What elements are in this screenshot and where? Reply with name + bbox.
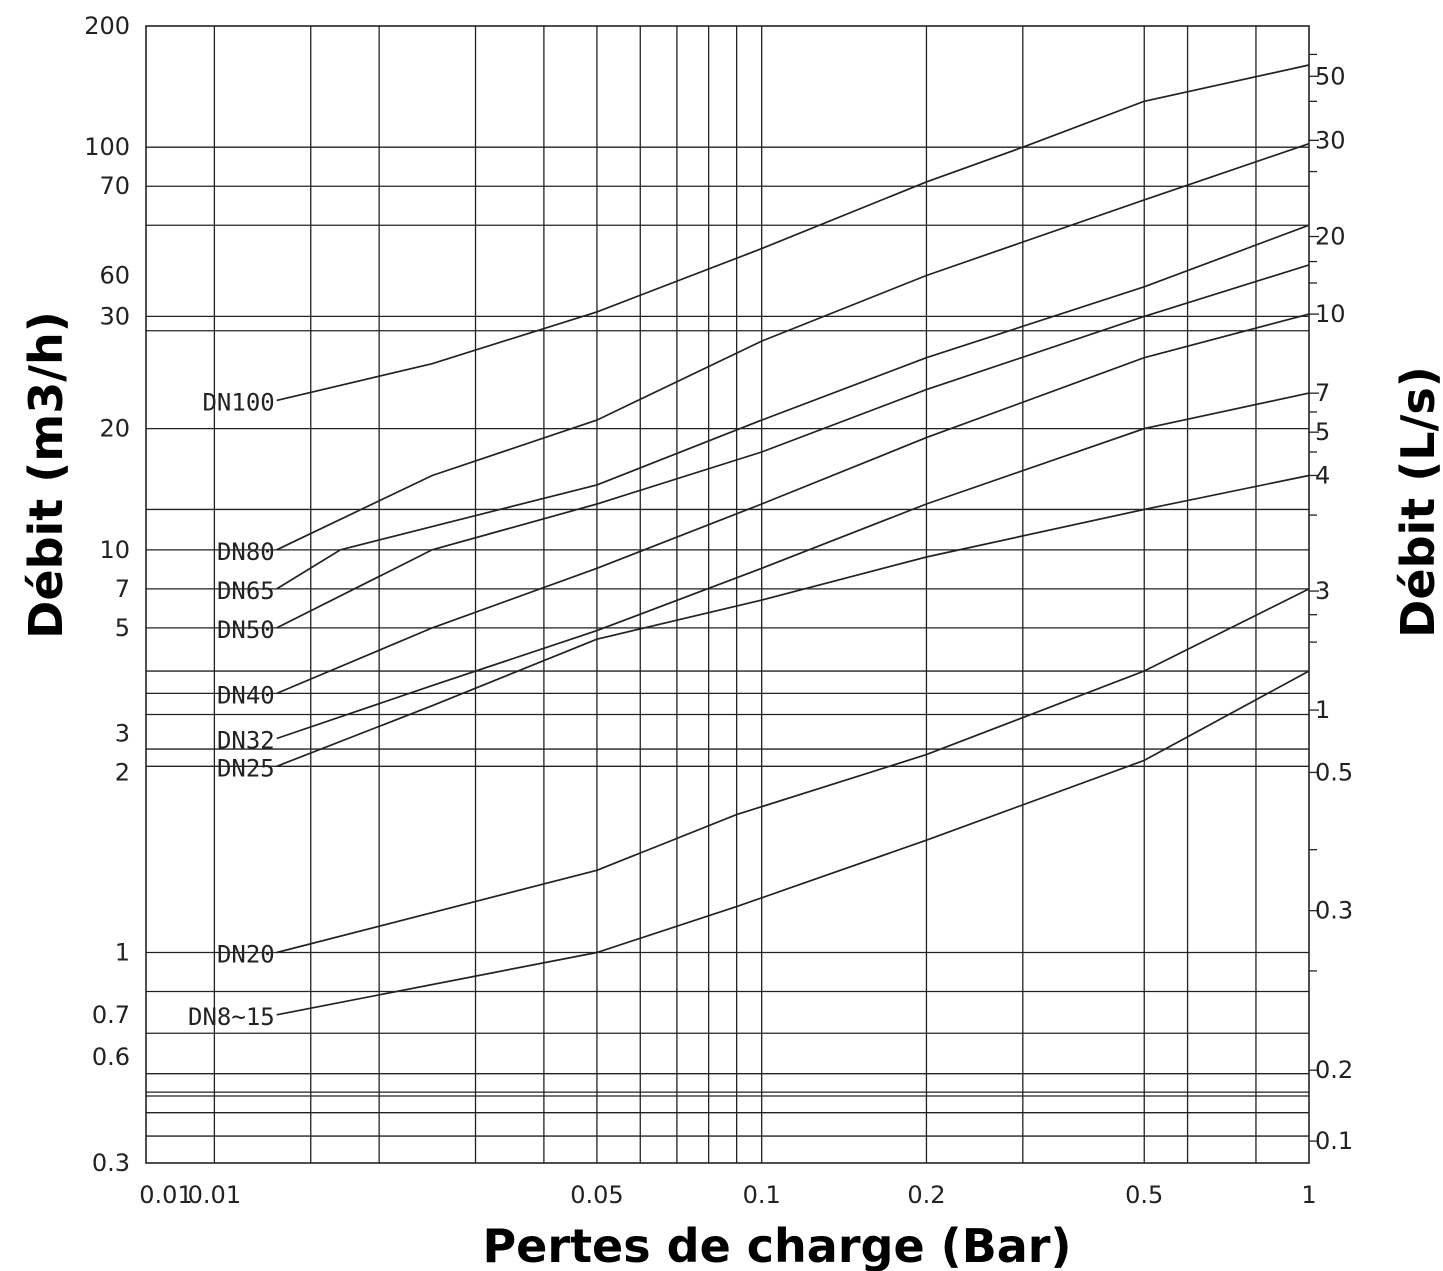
series-curves	[276, 64, 1310, 1016]
y-axis-title: Débit (m3/h)	[19, 311, 73, 639]
y-tick-label: 1	[115, 938, 130, 966]
y2-tick-label: 1	[1315, 696, 1330, 724]
series-line-dn100	[276, 64, 1310, 402]
series-line-dn40	[276, 313, 1310, 695]
x-tick-label: 0.2	[907, 1181, 945, 1209]
y-tick-label: 30	[99, 302, 130, 330]
series-line-dn65	[276, 224, 1310, 590]
x-tick-label: 0.01	[188, 1181, 241, 1209]
x-axis-title: Pertes de charge (Bar)	[482, 1219, 1071, 1271]
y2-tick-label: 3	[1315, 577, 1330, 605]
series-label-dn100: DN100	[202, 388, 274, 416]
series-label-dn8-15: DN8~15	[188, 1003, 275, 1031]
series-line-dn25	[276, 474, 1310, 768]
series-line-dn8-15	[276, 670, 1310, 1016]
series-label-dn32: DN32	[217, 726, 275, 754]
y-tick-label: 20	[99, 415, 130, 443]
series-label-dn20: DN20	[217, 940, 275, 968]
y2-tick-label: 4	[1315, 461, 1330, 489]
y-tick-label: 7	[115, 575, 130, 603]
y2-tick-label: 0.1	[1315, 1127, 1353, 1155]
y2-tick-label: 50	[1315, 62, 1346, 90]
y-tick-label: 0.3	[92, 1149, 130, 1177]
y2-axis-title: Débit (L/s)	[1391, 366, 1443, 638]
series-label-dn80: DN80	[217, 538, 275, 566]
series-line-dn50	[276, 264, 1310, 629]
y-tick-label: 70	[99, 172, 130, 200]
y-tick-label: 100	[84, 133, 130, 161]
series-label-dn25: DN25	[217, 754, 275, 782]
y-tick-label: 5	[115, 614, 130, 642]
x-tick-label: 0.5	[1125, 1181, 1163, 1209]
x-tick-label: 0.01	[139, 1181, 192, 1209]
y-tick-label: 200	[84, 12, 130, 40]
y-tick-label: 60	[99, 262, 130, 290]
y-tick-label: 0.6	[92, 1043, 130, 1071]
y2-tick-label: 7	[1315, 379, 1330, 407]
series-label-dn40: DN40	[217, 681, 275, 709]
y2-tick-label: 0.3	[1315, 897, 1353, 925]
y2-tick-label: 5	[1315, 418, 1330, 446]
y2-tick-label: 20	[1315, 223, 1346, 251]
x-tick-label: 0.05	[570, 1181, 623, 1209]
y2-tick-label: 30	[1315, 126, 1346, 154]
series-line-dn80	[276, 142, 1310, 551]
series-line-dn32	[276, 392, 1310, 740]
y2-tick-label: 10	[1315, 300, 1346, 328]
series-label-dn65: DN65	[217, 577, 275, 605]
series-label-dn50: DN50	[217, 616, 275, 644]
y-tick-label: 2	[115, 758, 130, 786]
y-tick-label: 3	[115, 719, 130, 747]
y-tick-label: 10	[99, 536, 130, 564]
y2-tick-label: 0.5	[1315, 758, 1353, 786]
series-line-dn20	[276, 588, 1310, 954]
plot-frame	[145, 25, 1310, 1164]
x-tick-label: 1	[1301, 1181, 1316, 1209]
tick-labels: 0.010.01 0.05 0.1 0.2 0.5 1 200 100 70 60 30 20 10 7 5…	[84, 12, 1353, 1209]
x-tick-label: 0.1	[743, 1181, 781, 1209]
grid-lines	[146, 26, 1309, 1163]
y-tick-label: 0.7	[92, 1001, 130, 1029]
y2-tick-label: 0.2	[1315, 1056, 1353, 1084]
